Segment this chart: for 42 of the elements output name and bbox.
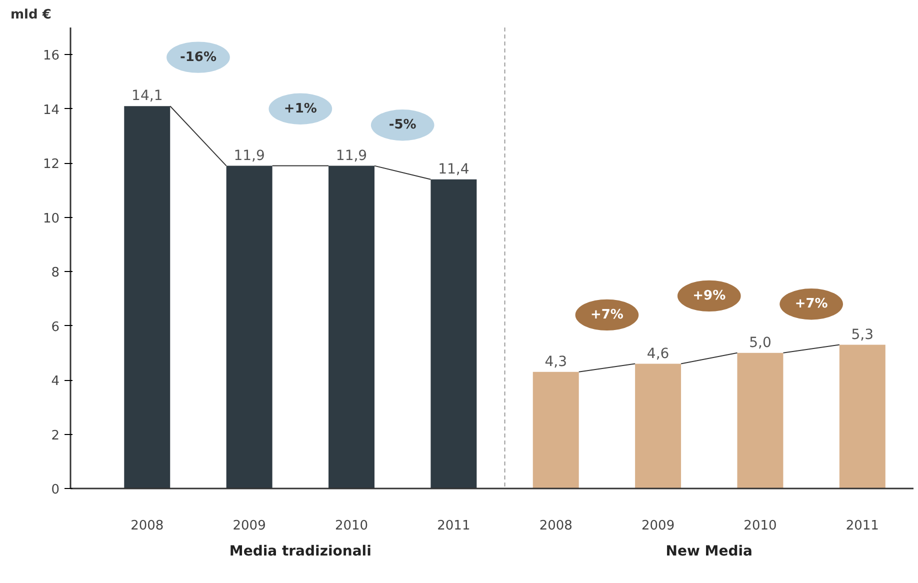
annotation: +1% (284, 101, 317, 116)
x-tick-label: 2008 (539, 518, 572, 534)
text: New Media (666, 544, 752, 560)
x-tick-label: 2010 (744, 518, 777, 534)
y-tick-label: 0 (51, 482, 60, 498)
y-tick-label: 14 (42, 102, 60, 118)
bar (430, 179, 477, 488)
bar (737, 352, 784, 488)
annotation: -16% (180, 50, 216, 65)
data-label: 4,3 (544, 354, 567, 370)
x-tick-label: 2009 (232, 518, 266, 534)
y-tick-label: 2 (51, 428, 60, 444)
annotation: +7% (590, 307, 624, 322)
data-label: 4,6 (646, 346, 670, 362)
bar (532, 372, 579, 488)
data-label: 5,3 (851, 326, 874, 343)
x-tick-label: 2008 (130, 518, 164, 534)
annotation: +7% (794, 296, 828, 312)
annotation: -5% (388, 118, 416, 133)
x-tick-label: 2009 (642, 518, 675, 534)
data-label: 11,9 (234, 148, 265, 164)
bar (124, 106, 170, 488)
y-tick-label: 12 (42, 157, 60, 172)
text: Media tradizionali (229, 544, 372, 560)
y-tick-label: 4 (51, 374, 60, 390)
data-label: 5,0 (749, 334, 772, 351)
bar (839, 344, 886, 488)
y-axis-title: mld € (10, 8, 52, 22)
x-tick-label: 2011 (437, 518, 470, 534)
data-label: 11,9 (336, 148, 368, 164)
y-tick-label: 10 (42, 211, 60, 226)
y-tick-label: 16 (42, 48, 60, 64)
y-tick-label: 6 (51, 320, 60, 335)
data-label: 11,4 (438, 161, 470, 178)
bar (226, 166, 272, 488)
annotation: +9% (692, 288, 726, 304)
x-tick-label: 2010 (334, 518, 368, 534)
x-tick-label: 2011 (846, 518, 879, 534)
y-tick-label: 8 (51, 266, 60, 281)
bar (328, 166, 374, 488)
bar (635, 364, 682, 488)
data-label: 14,1 (132, 88, 163, 104)
